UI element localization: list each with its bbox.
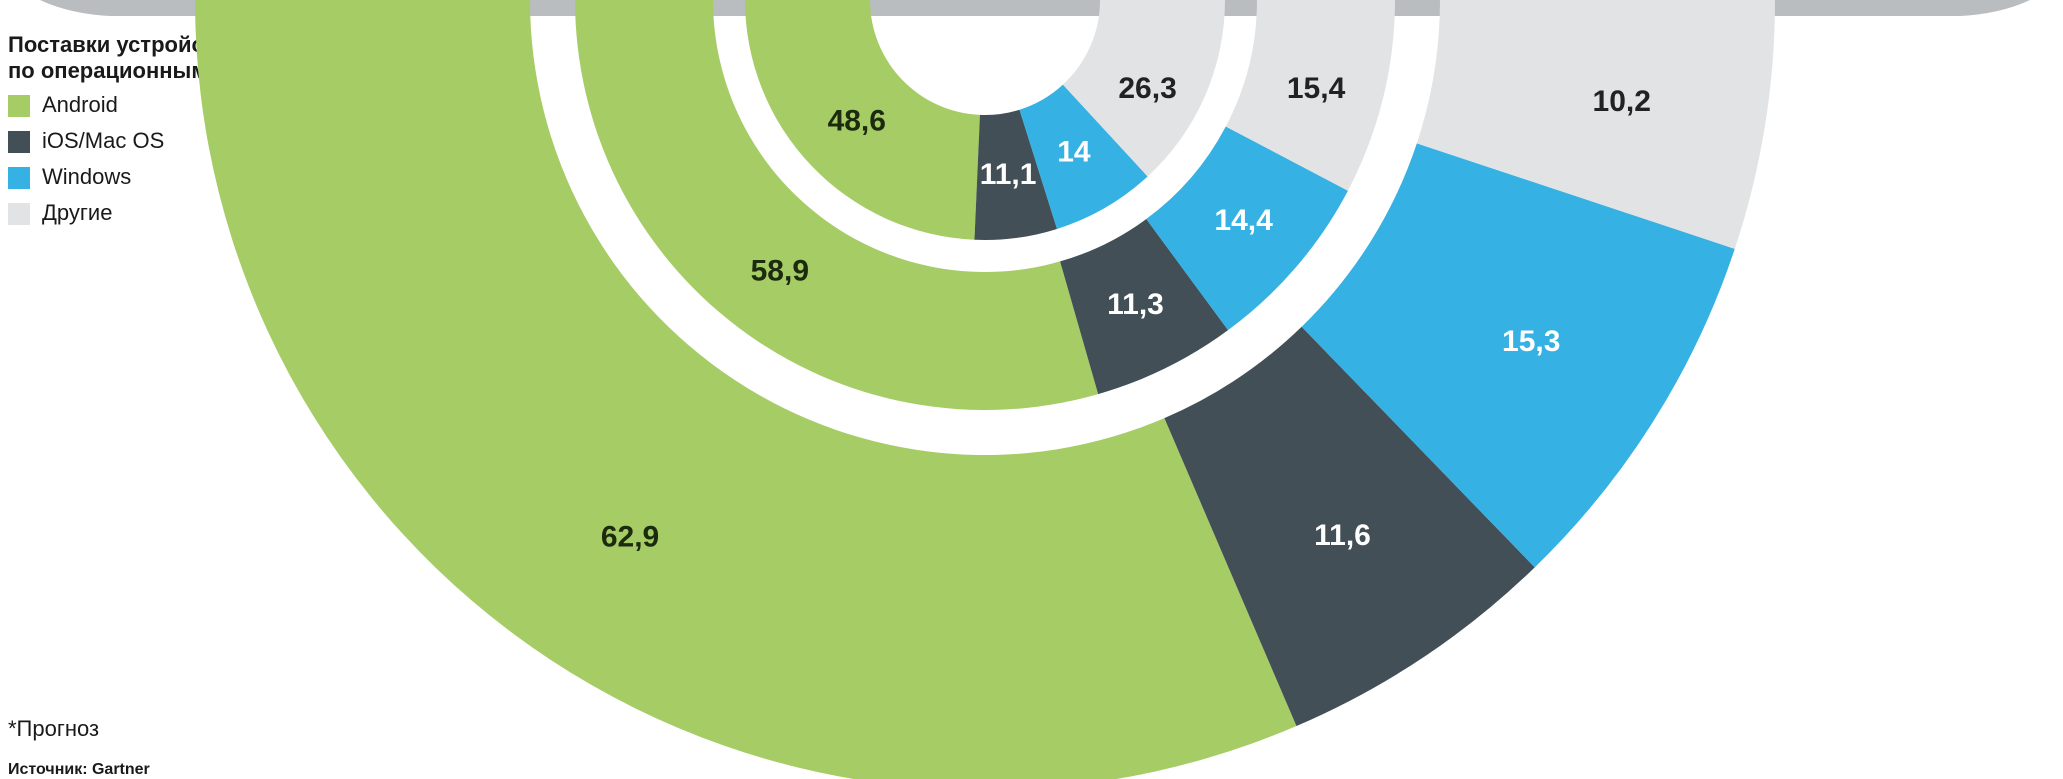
legend-swatch (8, 167, 30, 189)
legend-swatch (8, 203, 30, 225)
legend-label: iOS/Mac OS (42, 128, 164, 153)
ring-segment (1062, 0, 1225, 177)
legend-swatch (8, 95, 30, 117)
legend-label: Другие (42, 200, 112, 225)
source: Источник: Gartner (8, 761, 150, 778)
value-label: 10,2 (1593, 85, 1651, 118)
value-label: 26,3 (1118, 72, 1176, 105)
ring-segment (195, 0, 1297, 779)
ring-segment (1416, 0, 1775, 249)
ring-segment (745, 0, 980, 240)
ring-segment (1225, 0, 1395, 191)
ring-segment (575, 0, 1099, 410)
ring-segment (1019, 84, 1148, 229)
value-label: 15,3 (1502, 325, 1560, 358)
ring-segment (1060, 219, 1229, 395)
value-label: 14 (1057, 136, 1091, 169)
ring-segment (1146, 126, 1348, 331)
value-label: 11,6 (1314, 519, 1371, 552)
value-label: 48,6 (828, 105, 886, 138)
legend-swatch (8, 131, 30, 153)
value-label: 11,1 (980, 158, 1037, 191)
value-label: 14,4 (1214, 204, 1273, 237)
legend-label: Android (42, 92, 118, 117)
value-label: 15,4 (1287, 72, 1346, 105)
value-label: 11,3 (1107, 288, 1164, 321)
footnote: *Прогноз (8, 716, 99, 741)
chart-title: Поставки устройств (8, 32, 228, 57)
value-label: 62,9 (601, 520, 659, 553)
ring-segment (1164, 326, 1535, 727)
value-label: 58,9 (751, 254, 809, 287)
ring-segment (1301, 143, 1735, 568)
legend-label: Windows (42, 164, 131, 189)
ring-segment (974, 109, 1058, 240)
